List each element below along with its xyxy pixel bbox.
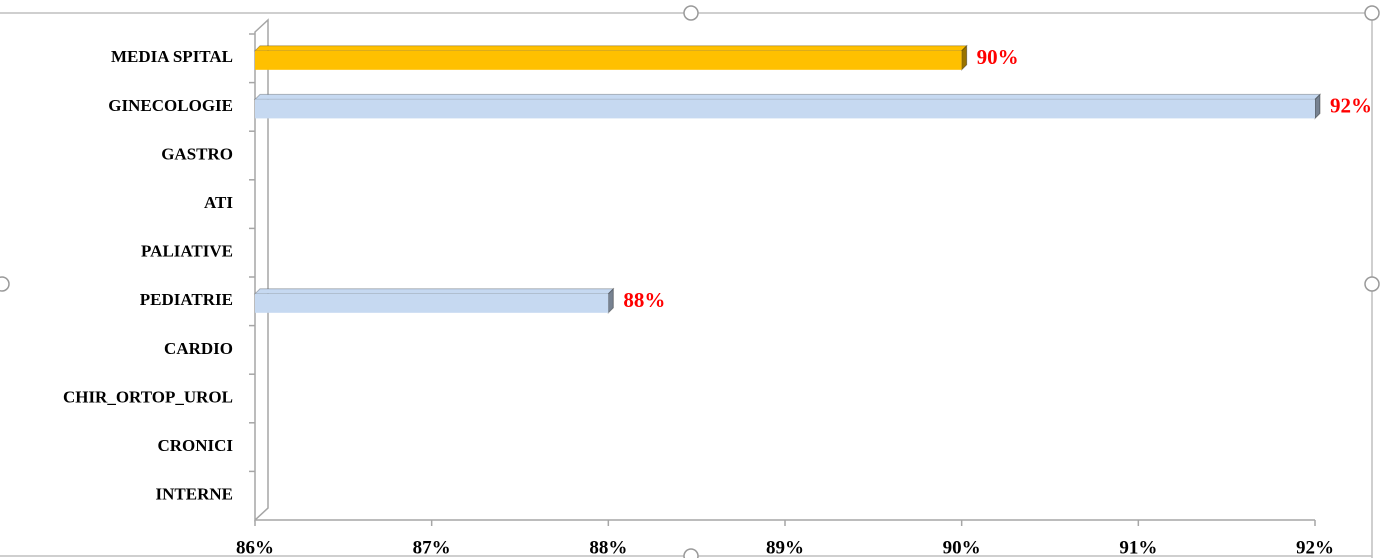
y-tick-label: PALIATIVE (141, 242, 233, 261)
bar (253, 287, 615, 315)
x-tick-label: 90% (943, 537, 981, 558)
y-tick-label: CARDIO (164, 339, 233, 358)
bar (253, 93, 1322, 120)
y-tick-label: CRONICI (157, 436, 233, 455)
x-tick-label: 91% (1119, 537, 1157, 558)
axis-wall (254, 18, 269, 522)
y-tick-label: ATI (204, 193, 233, 212)
x-tick-label: 88% (589, 537, 627, 558)
bar-face (255, 293, 609, 313)
y-tick-label: GASTRO (161, 144, 233, 163)
bar-face (255, 50, 962, 70)
bar (253, 44, 968, 72)
bar-face (1314, 93, 1321, 120)
x-tick-label: 89% (766, 537, 804, 558)
handle (0, 276, 10, 292)
handle (1364, 276, 1380, 292)
y-tick-label: GINECOLOGIE (108, 96, 233, 115)
y-tick-label: PEDIATRIE (140, 290, 233, 309)
bar-face (253, 45, 968, 52)
x-tick-label: 92% (1296, 537, 1334, 558)
data-label: 92% (1330, 94, 1372, 118)
y-tick-label: CHIR_ORTOP_UROL (63, 387, 233, 406)
x-tick-label: 86% (236, 537, 274, 558)
handle (1364, 5, 1380, 21)
y-tick-label: MEDIA SPITAL (111, 47, 233, 66)
bar-face (961, 44, 968, 72)
handle (683, 5, 699, 21)
data-label: 90% (977, 45, 1019, 69)
data-label: 88% (623, 288, 665, 312)
bar-face (607, 287, 614, 315)
bar-face (253, 288, 615, 295)
bar-face (253, 93, 1322, 100)
y-tick-label: INTERNE (156, 485, 233, 504)
handle (683, 548, 699, 558)
bar-face (255, 99, 1315, 119)
x-tick-label: 87% (413, 537, 451, 558)
